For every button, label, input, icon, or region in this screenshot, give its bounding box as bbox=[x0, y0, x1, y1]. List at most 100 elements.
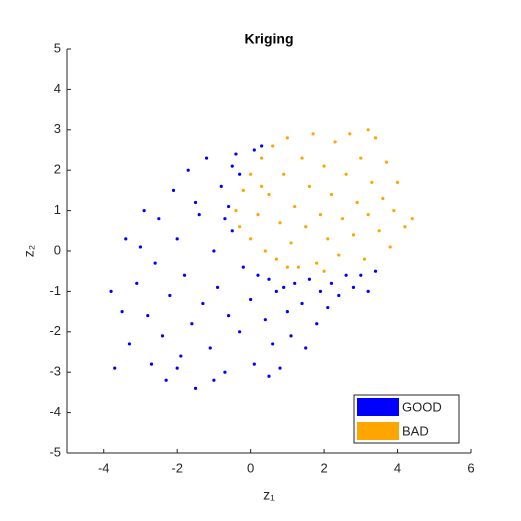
point bbox=[238, 225, 242, 229]
point bbox=[238, 172, 242, 176]
point bbox=[296, 265, 300, 269]
point bbox=[204, 156, 209, 160]
point bbox=[230, 164, 234, 168]
point bbox=[201, 301, 205, 306]
point bbox=[149, 362, 154, 366]
point bbox=[120, 310, 124, 314]
point bbox=[109, 289, 113, 293]
point bbox=[311, 132, 315, 136]
x-tick-label: 2 bbox=[320, 460, 327, 475]
x-tick-label: -2 bbox=[171, 460, 183, 475]
legend-swatch bbox=[357, 398, 399, 416]
point bbox=[230, 229, 234, 233]
point bbox=[326, 305, 330, 310]
point bbox=[219, 184, 223, 188]
point bbox=[388, 245, 392, 249]
point bbox=[285, 136, 289, 140]
point bbox=[274, 257, 278, 261]
legend-swatch bbox=[357, 422, 399, 440]
point bbox=[293, 281, 297, 285]
point bbox=[215, 285, 220, 289]
point bbox=[344, 273, 348, 277]
x-tick-label: 4 bbox=[394, 460, 401, 475]
point bbox=[340, 217, 345, 221]
point bbox=[410, 217, 414, 221]
y-tick-label: 5 bbox=[54, 40, 61, 55]
point bbox=[164, 378, 168, 382]
point bbox=[351, 285, 356, 289]
y-tick-label: 1 bbox=[54, 202, 61, 217]
point bbox=[260, 184, 264, 188]
point bbox=[370, 180, 374, 184]
point bbox=[171, 188, 176, 192]
chart-title: Kriging bbox=[245, 31, 294, 47]
point bbox=[223, 217, 227, 221]
point bbox=[212, 378, 216, 382]
point bbox=[241, 188, 245, 192]
y-tick-label: -4 bbox=[49, 404, 61, 419]
point bbox=[182, 273, 187, 277]
point bbox=[333, 140, 337, 144]
point bbox=[263, 249, 267, 253]
point bbox=[223, 370, 227, 374]
y-tick-label: 4 bbox=[54, 81, 61, 96]
point bbox=[348, 132, 352, 136]
point bbox=[392, 209, 396, 213]
point bbox=[193, 200, 198, 205]
point bbox=[227, 204, 231, 209]
point bbox=[249, 297, 253, 302]
point bbox=[381, 196, 385, 201]
x-axis-label: z₁ bbox=[263, 487, 275, 503]
point bbox=[315, 322, 319, 326]
point bbox=[318, 213, 323, 217]
point bbox=[267, 277, 271, 281]
point bbox=[315, 261, 319, 265]
y-tick-label: -5 bbox=[49, 444, 61, 459]
point bbox=[256, 213, 260, 217]
point bbox=[160, 334, 165, 338]
point bbox=[322, 269, 326, 273]
point bbox=[373, 269, 378, 273]
point bbox=[271, 144, 275, 148]
point bbox=[300, 301, 304, 306]
legend-label: BAD bbox=[402, 423, 429, 438]
point bbox=[127, 342, 132, 346]
point bbox=[377, 229, 381, 233]
point bbox=[304, 346, 308, 350]
point bbox=[175, 237, 179, 241]
point bbox=[175, 366, 179, 370]
x-tick-label: -4 bbox=[98, 460, 110, 475]
point bbox=[234, 152, 238, 156]
point bbox=[252, 148, 256, 152]
point bbox=[366, 213, 370, 217]
point bbox=[337, 253, 341, 257]
point bbox=[157, 217, 161, 221]
y-tick-label: -2 bbox=[49, 323, 61, 338]
point bbox=[227, 314, 231, 318]
point bbox=[256, 273, 260, 277]
point bbox=[395, 180, 400, 184]
point bbox=[293, 204, 297, 209]
point bbox=[146, 314, 150, 318]
point bbox=[304, 225, 308, 229]
point bbox=[153, 261, 157, 265]
point bbox=[278, 221, 282, 225]
y-tick-label: -1 bbox=[49, 283, 61, 298]
point bbox=[403, 225, 407, 229]
point bbox=[373, 136, 378, 140]
point bbox=[212, 249, 216, 253]
point bbox=[249, 237, 253, 241]
legend-label: GOOD bbox=[402, 399, 442, 414]
point bbox=[267, 374, 271, 378]
point bbox=[168, 293, 172, 298]
point bbox=[351, 233, 356, 237]
point bbox=[282, 285, 286, 289]
point bbox=[190, 322, 194, 326]
point bbox=[366, 128, 370, 132]
point bbox=[285, 265, 289, 269]
point bbox=[289, 334, 293, 338]
point bbox=[197, 213, 201, 217]
point bbox=[260, 144, 264, 148]
point bbox=[278, 366, 282, 370]
point bbox=[366, 289, 370, 293]
